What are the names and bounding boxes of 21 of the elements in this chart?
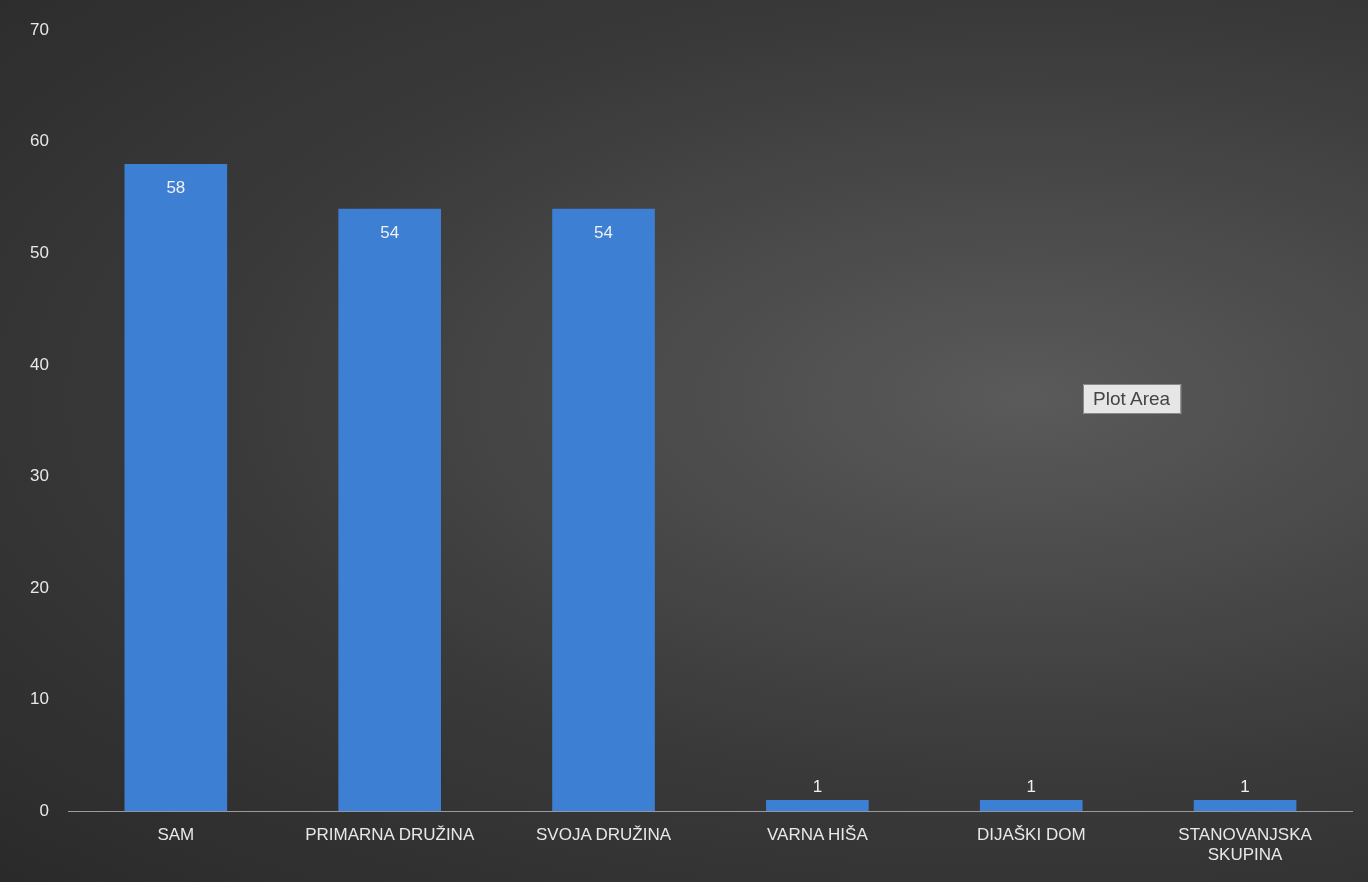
x-tick-label: SAM [157, 825, 195, 845]
data-label: 54 [594, 222, 613, 242]
y-tick-label: 60 [29, 131, 49, 151]
annotation: Plot Area [1093, 388, 1171, 410]
x-tick-label: SVOJA DRUŽINA [535, 825, 672, 845]
y-tick-label: 20 [29, 577, 49, 597]
data-label: 1 [1026, 777, 1036, 797]
data-label: 1 [1240, 777, 1250, 797]
x-tick-label: VARNA HIŠA [766, 825, 869, 845]
y-tick-label: 30 [29, 466, 49, 486]
data-label: 58 [166, 178, 186, 198]
y-tick-label: 50 [29, 243, 49, 263]
x-tick-label: PRIMARNA DRUŽINA [305, 825, 475, 845]
data-label: 1 [812, 777, 823, 797]
y-tick-label: 0 [39, 800, 49, 820]
y-tick-label: 10 [29, 689, 49, 709]
y-tick-label: 40 [29, 354, 49, 374]
y-tick-label: 70 [29, 19, 49, 39]
x-tick-label: DIJAŠKI DOM [976, 825, 1086, 845]
data-label: 54 [380, 222, 400, 242]
x-tick-label: STANOVANJSKA SKUPINA [1178, 825, 1313, 865]
